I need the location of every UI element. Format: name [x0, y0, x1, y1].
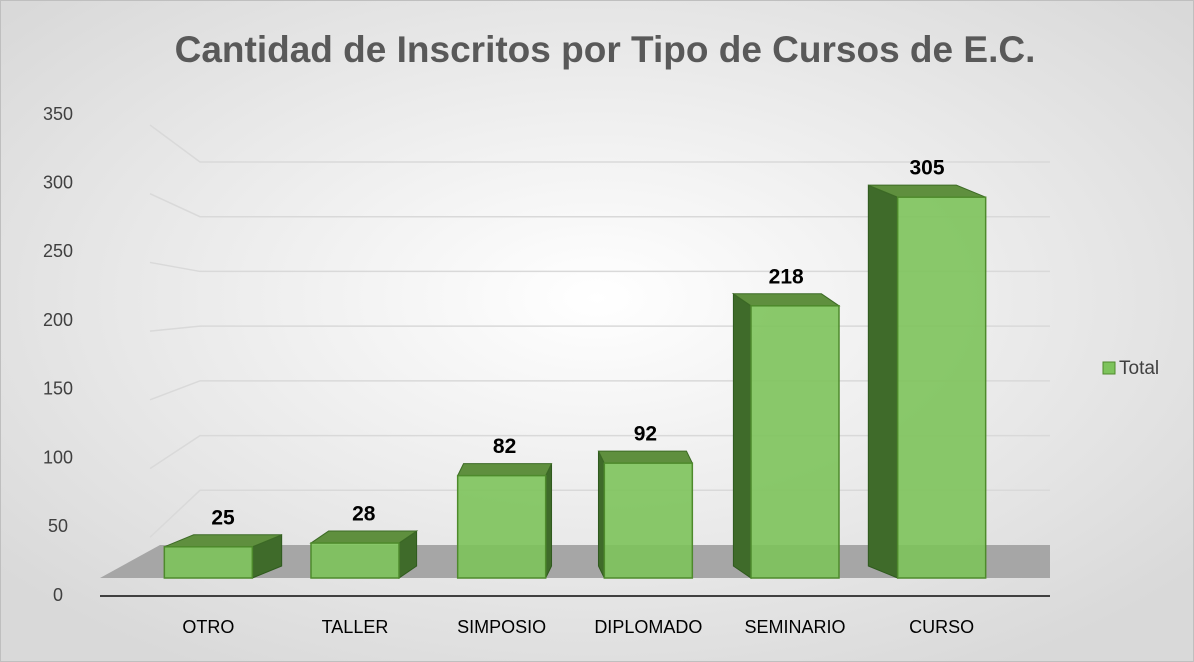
bar-side: [545, 463, 553, 579]
bar-side: [867, 184, 899, 579]
bar: [456, 463, 553, 579]
bar-front: [750, 305, 840, 579]
bar: [597, 450, 694, 579]
x-tick-label: TALLER: [322, 617, 389, 637]
data-label: 305: [909, 157, 944, 180]
data-label: 92: [634, 423, 657, 446]
bar-front: [896, 196, 987, 579]
bar-top: [456, 463, 553, 477]
y-tick-label: 200: [43, 310, 73, 330]
data-label: 28: [352, 503, 376, 526]
x-tick-label: CURSO: [909, 617, 974, 637]
x-tick-label: SEMINARIO: [744, 617, 845, 637]
y-tick-label: 300: [43, 172, 73, 192]
data-label: 82: [493, 435, 516, 458]
legend-swatch: [1102, 361, 1116, 375]
bar-front: [456, 474, 547, 579]
x-tick-label: SIMPOSIO: [457, 617, 546, 637]
bar-front: [603, 462, 694, 579]
chart-title: Cantidad de Inscritos por Tipo de Cursos…: [175, 29, 1036, 70]
bar-top: [309, 530, 419, 544]
bar-top: [731, 293, 841, 307]
x-tick-label: OTRO: [182, 617, 234, 637]
bar-side: [597, 450, 605, 579]
y-tick-label: 250: [43, 241, 73, 261]
y-tick-label: 0: [53, 585, 63, 605]
y-tick-label: 50: [48, 516, 68, 536]
data-label: 25: [211, 506, 235, 529]
x-tick-label: DIPLOMADO: [594, 617, 702, 637]
grid-line: [149, 261, 1050, 273]
bar: [163, 534, 283, 579]
bar-side: [732, 292, 752, 579]
legend-label: Total: [1119, 358, 1159, 379]
y-tick-label: 150: [43, 379, 73, 399]
grid-line: [149, 193, 1050, 218]
bar: [309, 530, 419, 579]
y-tick-label: 350: [43, 104, 73, 124]
bar: [731, 292, 841, 579]
data-label: 218: [769, 265, 804, 288]
bar-front: [310, 542, 400, 579]
bar-top: [597, 450, 694, 464]
grid-line: [149, 124, 1050, 163]
y-tick-label: 100: [43, 447, 73, 467]
bar-front: [163, 546, 254, 579]
bar: [867, 184, 987, 579]
